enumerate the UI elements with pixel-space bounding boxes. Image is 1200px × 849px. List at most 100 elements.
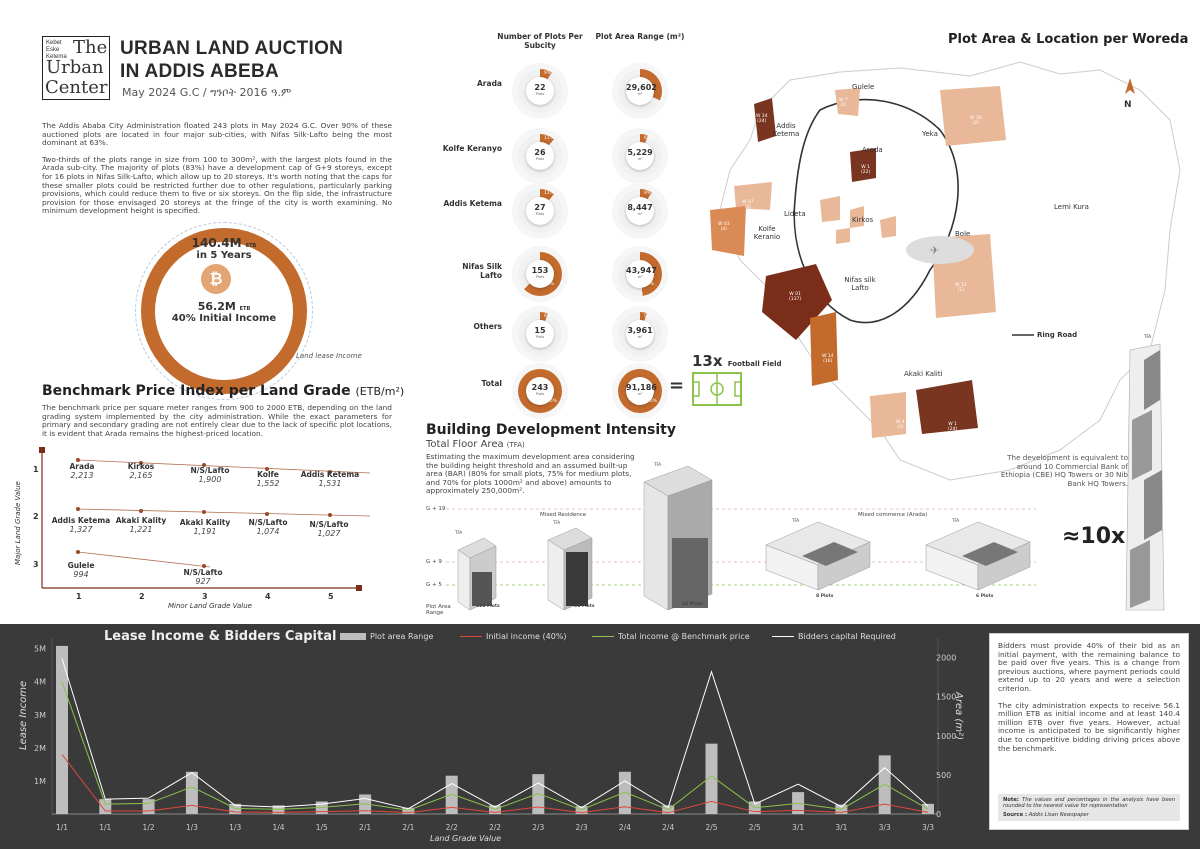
- lease-x-tick: 1/2: [143, 823, 155, 832]
- bench-y-axis-cap: [39, 447, 45, 453]
- bench-label: N/S/Lafto 1,074: [248, 518, 288, 536]
- lease-x-tick: 2/5: [705, 823, 717, 832]
- woreda-label: W 10 (2): [970, 116, 982, 126]
- percent-label: 5%: [644, 314, 652, 319]
- woreda-w03: [710, 206, 746, 256]
- area-value: 91,186: [626, 383, 657, 392]
- bench-label: Kolfe 1,552: [256, 470, 280, 488]
- bench-y-tick: 3: [33, 560, 39, 569]
- ring-road-path: [793, 98, 959, 324]
- plots-donut: 243 Plots 100%: [518, 369, 562, 413]
- money-icon: ₿: [201, 264, 231, 294]
- map-label-nifas-silk: Nifas silk Lafto: [844, 276, 876, 292]
- lease-x-tick: 2/3: [532, 823, 544, 832]
- area-donut: 8,447 m² 9%: [618, 189, 662, 233]
- plots-donut: 15 Plots 6%: [518, 312, 562, 356]
- bench-x-tick: 1: [76, 592, 82, 601]
- area-donut: 43,947 m² 48%: [618, 252, 662, 296]
- map-label-addis-ketema: Addis Ketema: [772, 122, 800, 138]
- unit: Plots: [535, 92, 545, 96]
- unit: m²: [637, 157, 643, 161]
- lease-initial: 56.2M ETB 40% Initial Income: [171, 300, 277, 324]
- percent-label: 6%: [644, 136, 652, 141]
- unit: Plots: [535, 392, 545, 396]
- plots-value: 153: [531, 266, 549, 275]
- lease-ring-outline: [135, 222, 313, 400]
- lease-x-tick: 1/1: [99, 823, 111, 832]
- bench-line-grade3: [77, 551, 211, 568]
- plots-value: 243: [531, 383, 549, 392]
- woreda-w24: [754, 98, 776, 142]
- lease-y2-tick: 1000: [936, 732, 956, 741]
- bench-point: [139, 461, 143, 465]
- area-donut: 29,602 m² 32%: [618, 69, 662, 113]
- tower-tfa-label: TFA: [1144, 334, 1152, 339]
- row-label: Arada: [477, 79, 502, 88]
- woreda-w1-akaki: [916, 380, 978, 434]
- donut-center: 3,961 m²: [626, 320, 654, 348]
- lease-x-tick: 2/2: [489, 823, 501, 832]
- mixed-commerce-label: Mixed commerce (Arada): [858, 512, 928, 518]
- map-title: Plot Area & Location per Woreda: [948, 32, 1189, 47]
- bench-line-grade1: [77, 459, 371, 474]
- bench-x-tick: 3: [202, 592, 208, 601]
- addis-map: ✈: [710, 61, 1181, 481]
- bench-label: Addis Ketema 1,531: [300, 470, 360, 488]
- lease-x-tick: 2/5: [749, 823, 761, 832]
- lease-y2-tick: 0: [936, 810, 941, 819]
- tfa-label: TFA: [553, 520, 561, 525]
- percent-label: 100%: [544, 399, 557, 404]
- lease-x-tick: 1/4: [272, 823, 284, 832]
- logo-the: The: [73, 37, 108, 58]
- percent-label: 100%: [644, 399, 657, 404]
- bench-point: [76, 550, 80, 554]
- football-mult: 13x Football Field: [692, 352, 782, 370]
- bdi-title: Building Development Intensity: [426, 422, 676, 438]
- bench-label: N/S/Lafto 1,900: [190, 466, 230, 484]
- lease-y-label: Lease Income: [18, 680, 29, 750]
- lease-y2-tick: 1500: [936, 693, 956, 702]
- unit: m²: [637, 212, 643, 216]
- plots-value: 22: [534, 83, 546, 92]
- woreda-w01: [762, 264, 832, 340]
- total-income-line: [61, 681, 929, 811]
- bidders-capital-line: [61, 658, 929, 810]
- legend-swatch-initial: [460, 635, 482, 638]
- lease-chart-title: Lease Income & Bidders Capital: [104, 629, 337, 644]
- map-label-arada: Arada: [862, 146, 883, 154]
- plots-donut: 26 Plots 11%: [518, 134, 562, 178]
- unit: m²: [637, 335, 643, 339]
- bench-label: Gulele 994: [67, 561, 95, 579]
- building-label: 31 Plots: [574, 604, 595, 609]
- percent-label: 63%: [544, 282, 555, 287]
- lease-bar: [185, 771, 198, 814]
- page-title: URBAN LAND AUCTION IN ADDIS ABEBA: [120, 38, 344, 82]
- bdi-diagram: [446, 465, 1036, 611]
- lease-x-tick: 3/3: [879, 823, 891, 832]
- woreda-w14: [810, 312, 838, 386]
- lease-y-tick: 3M: [34, 711, 46, 720]
- bench-point: [202, 510, 206, 514]
- plots-value: 26: [534, 148, 546, 157]
- lease-x-tick: 2/1: [359, 823, 371, 832]
- notes-box: Bidders must provide 40% of their bid as…: [989, 633, 1189, 830]
- building-label: 124 Plots: [476, 604, 500, 609]
- lease-bar: [229, 803, 242, 814]
- woreda-label: W 7 (2): [839, 98, 848, 108]
- bdi-subtitle: Total Floor Area (TFA): [426, 439, 525, 450]
- donut-center: 27 Plots: [526, 197, 554, 225]
- level-g19: G + 19: [426, 506, 446, 512]
- lease-x-tick: 3/3: [922, 823, 934, 832]
- bench-point: [139, 509, 143, 513]
- donut-center: 43,947 m²: [626, 260, 657, 288]
- lease-y-tick: 4M: [34, 678, 46, 687]
- bench-label: Arada 2,213: [69, 462, 95, 480]
- logo-center: Center: [45, 77, 108, 98]
- area-value: 5,229: [627, 148, 653, 157]
- legend-swatch-total: [592, 635, 614, 638]
- donut-center: 15 Plots: [526, 320, 554, 348]
- intro-text: The Addis Ababa City Administration floa…: [42, 121, 392, 216]
- bench-point: [202, 463, 206, 467]
- unit: Plots: [535, 212, 545, 216]
- approx-multiplier: ≈10x: [1062, 524, 1126, 549]
